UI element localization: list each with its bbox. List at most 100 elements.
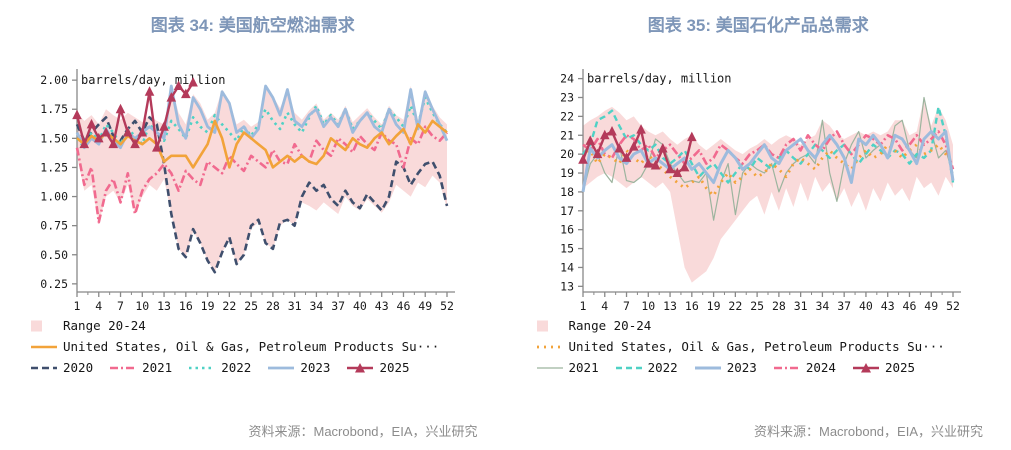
x-tick-label: 22 bbox=[728, 299, 742, 313]
x-tick-label: 10 bbox=[135, 299, 149, 313]
y-tick-label: 1.00 bbox=[40, 190, 68, 204]
x-tick-label: 22 bbox=[222, 299, 236, 313]
legend-item: 2023 bbox=[694, 359, 757, 375]
legend-item: United States, Oil & Gas, Petroleum Prod… bbox=[536, 340, 945, 353]
legend-line-swatch bbox=[347, 362, 374, 372]
x-tick-label: 7 bbox=[623, 299, 630, 313]
legend-label: 2023 bbox=[300, 359, 331, 375]
panel-chart-34: 图表 34: 美国航空燃油需求 0.25 0.50 0.75 1.00 1.25 1.50… bbox=[30, 16, 506, 439]
legend-line-swatch bbox=[31, 366, 57, 369]
source-text: 资料来源：Macrobond，EIA，兴业研究 bbox=[754, 424, 983, 439]
series-marker-triangle bbox=[130, 138, 140, 149]
legend-row: Range 20-24 bbox=[30, 315, 506, 336]
x-tick-label: 10 bbox=[641, 299, 655, 313]
y-tick-label: 18 bbox=[560, 185, 574, 199]
legend-line-swatch bbox=[189, 366, 216, 369]
series-marker-triangle bbox=[613, 142, 624, 153]
x-tick-label: 40 bbox=[859, 299, 873, 313]
legend-line-swatch bbox=[615, 366, 642, 369]
x-tick-label: 7 bbox=[117, 299, 124, 313]
legend-line-swatch bbox=[268, 366, 295, 369]
axis-unit-label: barrels/day, million bbox=[587, 72, 732, 86]
x-tick-label: 43 bbox=[880, 299, 894, 313]
x-tick-label: 25 bbox=[750, 299, 764, 313]
legend-item: 2022 bbox=[615, 359, 678, 375]
legend-item: 2021 bbox=[109, 361, 172, 374]
y-tick-label: 13 bbox=[560, 279, 574, 293]
legend-item: 2024 bbox=[773, 361, 836, 374]
y-tick-label: 1.25 bbox=[40, 160, 68, 174]
legend-item: 2022 bbox=[188, 359, 252, 375]
series-marker-triangle bbox=[93, 132, 104, 143]
legend-line-swatch bbox=[852, 362, 879, 372]
x-tick-label: 16 bbox=[684, 299, 698, 313]
x-tick-label: 13 bbox=[663, 299, 677, 313]
series-marker-triangle bbox=[159, 121, 169, 131]
x-tick-label: 43 bbox=[375, 299, 389, 313]
legend-row: 2021 2022 2023 2024 2025 bbox=[536, 357, 1011, 378]
source-text: 资料来源：Macrobond，EIA，兴业研究 bbox=[248, 424, 478, 439]
y-tick-label: 17 bbox=[560, 204, 574, 218]
range-band bbox=[582, 97, 953, 283]
series-marker-triangle bbox=[115, 103, 126, 114]
legend-line-swatch bbox=[694, 366, 721, 369]
series-marker-triangle bbox=[101, 127, 111, 137]
x-tick-label: 52 bbox=[946, 299, 960, 313]
range-band bbox=[77, 86, 447, 273]
chart-legend: Range 20-24 United States, Oil & Gas, Pet… bbox=[536, 315, 1011, 378]
legend-label: 2021 bbox=[568, 359, 599, 375]
series-line-2023 bbox=[581, 130, 954, 193]
series-marker-triangle bbox=[621, 152, 631, 162]
x-tick-label: 16 bbox=[179, 299, 193, 313]
legend-label: 2025 bbox=[379, 359, 410, 375]
legend-row: United States, Oil & Gas, Petroleum Prod… bbox=[536, 336, 1011, 357]
y-tick-label: 1.75 bbox=[40, 102, 68, 116]
x-tick-label: 4 bbox=[601, 299, 608, 313]
x-tick-label: 13 bbox=[157, 299, 171, 313]
y-tick-label: 20 bbox=[560, 147, 574, 161]
series-marker-triangle bbox=[108, 138, 119, 149]
series-marker-triangle bbox=[72, 109, 82, 120]
series-line-United State bbox=[76, 119, 448, 169]
x-tick-label: 37 bbox=[837, 299, 851, 313]
legend-label: 2022 bbox=[647, 359, 678, 375]
chart-canvas-aviation-fuel: 0.25 0.50 0.75 1.00 1.25 1.50 1.75 2.00 1 4 7 10 13 1… bbox=[40, 69, 455, 313]
series-marker-triangle bbox=[173, 80, 184, 90]
series-marker-triangle bbox=[628, 141, 639, 151]
legend-item: 2025 bbox=[346, 359, 410, 375]
legend-row: 2020 2021 2022 2023 2025 bbox=[30, 357, 506, 378]
chart-title: 图表 34: 美国航空燃油需求 bbox=[150, 16, 355, 35]
legend-item: 2025 bbox=[852, 361, 915, 374]
series-marker-triangle bbox=[152, 142, 162, 152]
y-tick-label: 19 bbox=[560, 166, 574, 180]
legend-item: 2021 bbox=[536, 359, 599, 375]
y-tick-label: 22 bbox=[560, 109, 574, 123]
legend-item: 2020 bbox=[30, 361, 93, 374]
y-tick-label: 16 bbox=[560, 223, 574, 237]
legend-band-swatch bbox=[31, 320, 42, 331]
legend-label: 2023 bbox=[726, 359, 757, 375]
legend-label: 2022 bbox=[221, 359, 252, 375]
chart-title: 图表 35: 美国石化产品总需求 bbox=[647, 16, 869, 35]
series-marker-triangle bbox=[642, 158, 653, 168]
legend-label: United States, Oil & Gas, Petroleum Prod… bbox=[63, 338, 440, 354]
series-marker-triangle bbox=[79, 138, 90, 149]
y-tick-label: 2.00 bbox=[40, 73, 68, 87]
x-tick-label: 31 bbox=[288, 299, 302, 313]
legend-row: Range 20-24 bbox=[536, 315, 1011, 336]
x-tick-label: 4 bbox=[95, 299, 102, 313]
series-marker-triangle bbox=[144, 86, 155, 96]
series-marker-triangle bbox=[606, 125, 617, 136]
x-tick-label: 1 bbox=[579, 299, 586, 313]
axis-unit-label: barrels/day, million bbox=[81, 73, 226, 87]
legend-row: United States, Oil & Gas, Petroleum Prod… bbox=[30, 336, 506, 357]
x-tick-label: 1 bbox=[74, 299, 81, 313]
y-tick-label: 1.50 bbox=[40, 131, 68, 145]
y-tick-label: 21 bbox=[560, 128, 574, 142]
series-marker-triangle bbox=[137, 127, 148, 137]
y-tick-label: 14 bbox=[560, 260, 574, 274]
x-tick-label: 28 bbox=[266, 299, 280, 313]
legend-item: United States, Oil & Gas, Petroleum Prod… bbox=[30, 338, 440, 354]
